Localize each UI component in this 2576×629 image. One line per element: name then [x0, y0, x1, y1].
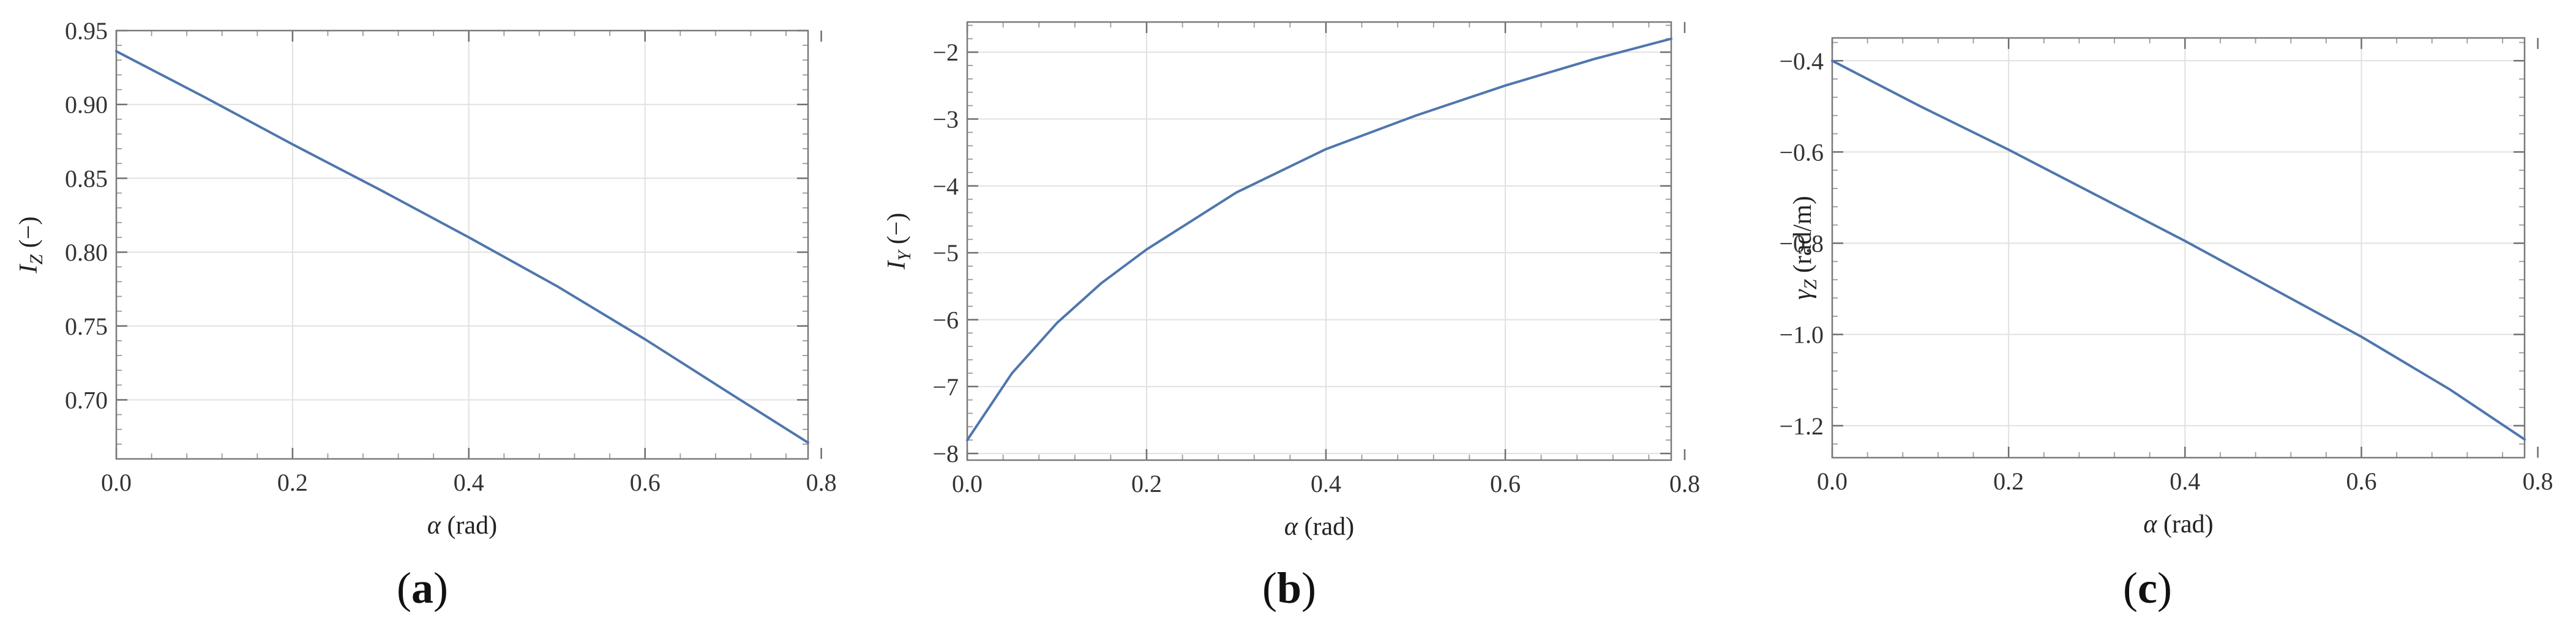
panel-c: 0.0 0.2 0.4 0.6 0.8 −1.2 −1.0 −0.8 −0.6 −0.4 α (ra…: [1779, 37, 2553, 612]
y-tick-label: −0.6: [1779, 138, 1824, 166]
x-tick-label: 0.6: [630, 469, 661, 496]
x-tick-label: 0.4: [2170, 467, 2200, 495]
y-axis-subscript: Z: [26, 254, 47, 264]
x-tick-label: 0.8: [2523, 467, 2553, 495]
panel-letter: (b): [1262, 564, 1316, 612]
panel-letter: (a): [397, 564, 448, 612]
y-tick-label: 0.75: [65, 313, 108, 340]
x-tick-label: 0.6: [1490, 470, 1521, 497]
plot-frame: [115, 29, 809, 460]
x-axis-symbol: α: [2143, 510, 2157, 538]
y-tick-label: −1.2: [1779, 412, 1824, 440]
y-tick-label: −6: [932, 306, 959, 333]
x-tick-label: 0.0: [952, 470, 983, 497]
x-tick-label: 0.0: [1817, 467, 1848, 495]
y-tick-label: −3: [932, 106, 959, 133]
panel-b: 0.0 0.2 0.4 0.6 0.8 −8 −7 −6 −5 −4 −3 −2 α (rad) IY (…: [883, 21, 1700, 612]
y-tick-label: 0.70: [65, 386, 108, 414]
y-tick-label: 0.90: [65, 91, 108, 119]
x-tick-label: 0.8: [1669, 470, 1700, 497]
series-line: [115, 50, 809, 444]
plot-frame: [966, 21, 1672, 461]
y-axis-symbol: γ: [1789, 289, 1817, 300]
panel-letter-text: a: [411, 564, 433, 612]
panel-letter-open: (: [2123, 564, 2138, 612]
y-axis-label: γZ (rad/m): [1789, 196, 1821, 300]
y-axis-subscript: Y: [894, 248, 915, 261]
panel-a: 0.0 0.2 0.4 0.6 0.8 0.70 0.75 0.80 0.85 0.90 0.95 α…: [15, 17, 837, 612]
y-axis-label: IZ (−): [15, 217, 47, 274]
x-tick-label: 0.2: [1993, 467, 2024, 495]
y-axis-label: IY (−): [883, 213, 915, 270]
y-tick-label: 0.80: [65, 239, 108, 266]
panel-letter-close: ): [2157, 564, 2172, 612]
y-axis-symbol: I: [883, 259, 911, 270]
x-axis-label: α (rad): [427, 512, 497, 540]
x-axis-label: α (rad): [1284, 513, 1354, 541]
panel-letter-text: b: [1277, 564, 1301, 612]
y-axis-symbol: I: [15, 263, 43, 274]
series-line: [1831, 59, 2526, 441]
y-tick-label: −7: [932, 373, 959, 401]
y-axis-unit: (−): [15, 217, 43, 255]
y-tick-label: 0.95: [65, 17, 108, 45]
x-tick-label: 0.0: [101, 469, 132, 496]
panel-letter: (c): [2123, 564, 2172, 612]
y-tick-label: −5: [932, 239, 959, 267]
y-tick-label: 0.85: [65, 165, 108, 192]
y-tick-label: −4: [932, 173, 959, 200]
panel-letter-open: (: [397, 564, 411, 612]
panel-letter-close: ): [433, 564, 448, 612]
x-tick-label: 0.2: [1131, 470, 1162, 497]
x-axis-unit: (rad): [1298, 513, 1354, 541]
y-tick-label: −2: [932, 39, 959, 66]
y-tick-label: −0.8: [1779, 230, 1824, 258]
x-tick-label: 0.2: [277, 469, 308, 496]
y-axis-unit: (rad/m): [1789, 196, 1817, 279]
x-tick-label: 0.4: [1311, 470, 1341, 497]
panel-letter-text: c: [2138, 564, 2157, 612]
plot-frame: [1831, 37, 2526, 459]
x-axis-label: α (rad): [2143, 510, 2213, 538]
panel-letter-open: (: [1262, 564, 1277, 612]
x-tick-label: 0.6: [2346, 467, 2376, 495]
x-axis-symbol: α: [1284, 513, 1298, 541]
x-axis-unit: (rad): [2157, 510, 2213, 538]
x-tick-label: 0.4: [454, 469, 484, 496]
series-line: [966, 37, 1672, 442]
x-tick-label: 0.8: [806, 469, 837, 496]
y-tick-label: −8: [932, 440, 959, 467]
x-axis-symbol: α: [427, 512, 441, 540]
x-axis-unit: (rad): [441, 512, 497, 540]
y-axis-subscript: Z: [1800, 279, 1821, 289]
y-axis-unit: (−): [883, 213, 911, 251]
y-tick-label: −1.0: [1779, 321, 1824, 349]
panel-letter-close: ): [1301, 564, 1316, 612]
y-tick-label: −0.4: [1779, 47, 1824, 75]
